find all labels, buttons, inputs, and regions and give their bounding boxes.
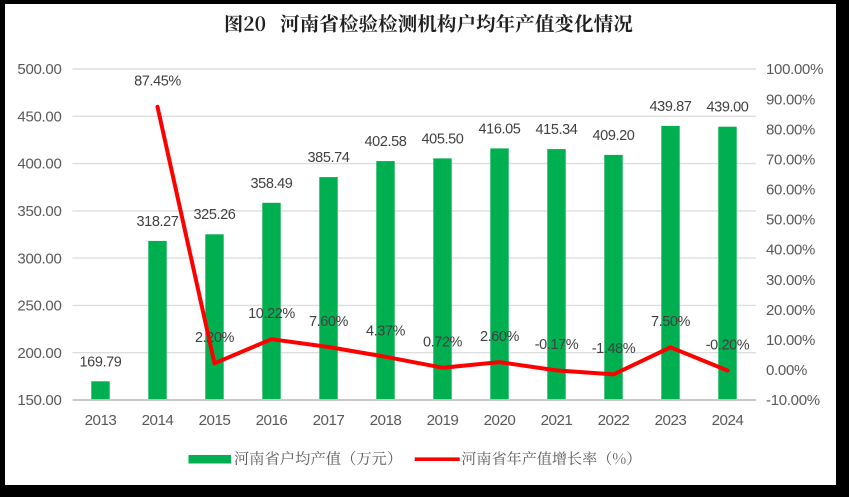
svg-text:7.50%: 7.50% [651,314,691,330]
svg-text:2015: 2015 [199,412,231,429]
svg-text:2021: 2021 [541,412,573,429]
svg-text:2.20%: 2.20% [195,330,235,346]
svg-text:-10.00%: -10.00% [766,392,820,409]
svg-text:30.00%: 30.00% [766,272,815,289]
svg-text:2018: 2018 [370,412,402,429]
svg-text:385.74: 385.74 [308,150,350,166]
svg-text:250.00: 250.00 [17,298,61,315]
svg-text:70.00%: 70.00% [766,151,815,168]
svg-text:2.60%: 2.60% [480,329,520,345]
svg-text:-1.48%: -1.48% [592,341,636,357]
svg-text:358.49: 358.49 [251,176,293,192]
svg-text:318.27: 318.27 [137,214,179,230]
svg-text:405.50: 405.50 [422,131,464,147]
svg-text:2023: 2023 [655,412,687,429]
svg-text:100.00%: 100.00% [766,61,823,78]
svg-text:415.34: 415.34 [536,122,578,138]
svg-text:350.00: 350.00 [17,203,61,220]
svg-text:50.00%: 50.00% [766,212,815,229]
svg-text:2019: 2019 [427,412,459,429]
svg-text:4.37%: 4.37% [366,324,406,340]
svg-text:300.00: 300.00 [17,250,61,267]
svg-text:169.79: 169.79 [80,354,122,370]
svg-text:439.00: 439.00 [707,100,749,116]
svg-text:439.87: 439.87 [650,99,692,115]
svg-text:40.00%: 40.00% [766,242,815,259]
svg-text:150.00: 150.00 [17,392,61,409]
svg-text:409.20: 409.20 [593,128,635,144]
svg-text:0.00%: 0.00% [766,362,807,379]
svg-text:80.00%: 80.00% [766,121,815,138]
svg-text:60.00%: 60.00% [766,182,815,199]
svg-text:200.00: 200.00 [17,345,61,362]
svg-text:-0.20%: -0.20% [706,337,750,353]
svg-text:450.00: 450.00 [17,108,61,125]
svg-text:0.72%: 0.72% [423,335,463,351]
svg-text:2020: 2020 [484,412,516,429]
svg-text:-0.17%: -0.17% [535,337,579,353]
svg-text:20.00%: 20.00% [766,302,815,319]
svg-text:10.22%: 10.22% [248,306,295,322]
svg-text:2014: 2014 [142,412,174,429]
svg-text:2024: 2024 [712,412,744,429]
svg-text:2016: 2016 [256,412,288,429]
svg-text:7.60%: 7.60% [309,314,349,330]
svg-text:2013: 2013 [85,412,117,429]
svg-text:10.00%: 10.00% [766,332,815,349]
svg-text:416.05: 416.05 [479,121,521,137]
svg-text:325.26: 325.26 [194,207,236,223]
svg-text:2017: 2017 [313,412,345,429]
svg-text:87.45%: 87.45% [134,74,181,90]
svg-text:402.58: 402.58 [365,134,407,150]
svg-text:2022: 2022 [598,412,630,429]
svg-text:90.00%: 90.00% [766,91,815,108]
svg-text:500.00: 500.00 [17,61,61,78]
svg-text:400.00: 400.00 [17,156,61,173]
